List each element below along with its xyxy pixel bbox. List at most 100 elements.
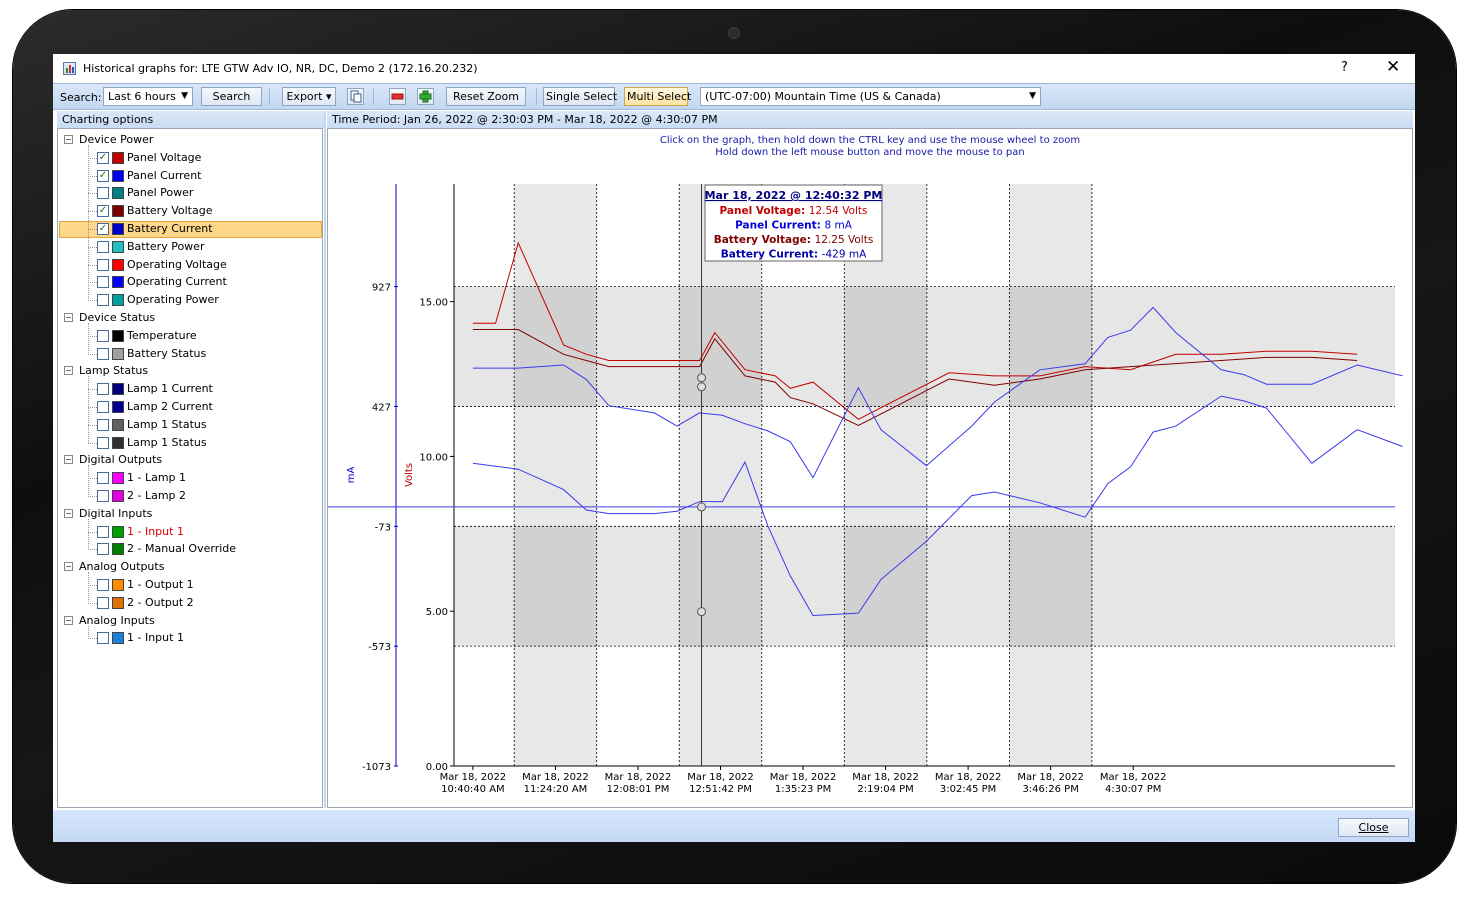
collapse-icon[interactable]: −	[64, 562, 73, 572]
series-checkbox[interactable]: ✓	[97, 205, 109, 218]
series-checkbox[interactable]	[97, 490, 109, 502]
tree-item[interactable]: Operating Power	[58, 291, 322, 309]
help-button[interactable]: ?	[1341, 60, 1348, 75]
series-checkbox[interactable]: ✓	[97, 223, 109, 235]
tree-item-label: 1 - Lamp 1	[127, 471, 187, 485]
collapse-icon[interactable]: −	[64, 313, 73, 322]
reset-zoom-button[interactable]: Reset Zoom	[446, 87, 526, 106]
series-checkbox[interactable]	[97, 579, 109, 591]
tree-item[interactable]: Lamp 1 Current	[58, 380, 322, 398]
tree-item[interactable]: 1 - Output 1	[58, 576, 322, 594]
tree-group[interactable]: − Digital Inputs	[58, 505, 322, 523]
tree-group[interactable]: − Device Power	[58, 131, 322, 149]
close-window-icon[interactable]: ✕	[1386, 57, 1401, 77]
color-swatch	[112, 490, 124, 502]
series-checkbox[interactable]: ✓	[97, 151, 109, 164]
tree-item-label: Temperature	[127, 328, 197, 342]
series-checkbox[interactable]	[97, 258, 109, 271]
chart-band	[1009, 184, 1092, 766]
chart-area[interactable]: Click on the graph, then hold down the C…	[327, 128, 1413, 808]
collapse-icon[interactable]: −	[64, 508, 73, 518]
x-tick-date: Mar 18, 2022	[1100, 772, 1167, 783]
tree-item[interactable]: 1 - Input 1	[58, 523, 322, 541]
series-checkbox[interactable]	[97, 472, 109, 485]
series-checkbox[interactable]	[97, 294, 109, 307]
series-checkbox[interactable]: ✓	[97, 169, 109, 182]
tree-group[interactable]: − Device Status	[58, 309, 322, 327]
series-checkbox[interactable]	[97, 436, 109, 449]
series-checkbox[interactable]	[97, 401, 109, 413]
time-range-select[interactable]: Last 6 hours ▼	[103, 87, 193, 106]
color-swatch	[112, 436, 124, 449]
tree-item[interactable]: 1 - Input 1	[58, 629, 322, 647]
plus-icon[interactable]	[417, 88, 434, 105]
tree-item[interactable]: 1 - Lamp 1	[58, 469, 322, 487]
collapse-icon[interactable]: −	[64, 615, 73, 625]
tree-group[interactable]: − Analog Outputs	[58, 558, 322, 576]
line-chart[interactable]: Click on the graph, then hold down the C…	[328, 129, 1412, 807]
series-checkbox[interactable]	[97, 329, 109, 342]
tree-item[interactable]: ✓ Panel Voltage	[58, 149, 322, 167]
tree-group[interactable]: − Analog Inputs	[58, 612, 322, 630]
tooltip-row: Battery Voltage: 12.25 Volts	[714, 234, 874, 246]
tree-item[interactable]: ✓ Battery Current	[58, 220, 322, 238]
tooltip-row-value: -429 mA	[822, 249, 867, 261]
color-swatch	[112, 294, 124, 307]
series-line-panel-voltage	[472, 241, 1358, 420]
tree-item-label: Battery Current	[127, 222, 213, 235]
tree-item[interactable]: Battery Status	[58, 345, 322, 363]
tree-item[interactable]: 2 - Manual Override	[58, 540, 322, 558]
splitter[interactable]	[324, 111, 326, 808]
tree-item[interactable]: Operating Current	[58, 273, 322, 291]
collapse-icon[interactable]: −	[64, 366, 73, 376]
color-swatch	[112, 276, 124, 289]
series-checkbox[interactable]	[97, 347, 109, 360]
tree-item[interactable]: Panel Power	[58, 184, 322, 202]
tree-item[interactable]: Lamp 1 Status	[58, 434, 322, 452]
collapse-icon[interactable]: −	[64, 455, 73, 465]
tree-group[interactable]: − Lamp Status	[58, 362, 322, 380]
tree-item-label: 2 - Lamp 2	[127, 489, 187, 502]
chart-band	[679, 184, 762, 766]
tree-item[interactable]: Battery Power	[58, 238, 322, 256]
tree-item[interactable]: Lamp 1 Status	[58, 416, 322, 434]
collapse-icon[interactable]: −	[64, 135, 73, 144]
tree-item[interactable]: Lamp 2 Current	[58, 398, 322, 416]
tree-item[interactable]: 2 - Output 2	[58, 594, 322, 612]
series-checkbox[interactable]	[97, 418, 109, 431]
series-checkbox[interactable]	[97, 240, 109, 253]
tree-connector	[88, 585, 97, 586]
export-button[interactable]: Export ▾	[282, 87, 336, 106]
color-swatch	[112, 383, 124, 396]
tree-connector	[88, 478, 97, 480]
series-checkbox[interactable]	[97, 632, 109, 645]
series-checkbox[interactable]	[97, 383, 109, 396]
series-checkbox[interactable]	[97, 276, 109, 289]
tree-group[interactable]: − Digital Outputs	[58, 451, 322, 469]
tree-connector	[88, 424, 97, 426]
copy-icon[interactable]	[347, 88, 364, 105]
toolbar-separator	[269, 88, 270, 105]
series-checkbox[interactable]	[97, 543, 109, 556]
tree-item[interactable]: Temperature	[58, 327, 322, 345]
series-checkbox[interactable]	[97, 596, 109, 609]
tree-item-label: 2 - Output 2	[127, 595, 194, 609]
multi-select-button[interactable]: Multi Select	[624, 87, 691, 106]
y-axis-label-ma: mA	[346, 467, 357, 484]
tree-connector	[88, 193, 97, 195]
series-checkbox[interactable]	[97, 525, 109, 538]
tree-item[interactable]: ✓ Battery Voltage	[58, 202, 322, 220]
close-button[interactable]: Close	[1338, 818, 1409, 837]
tree-item[interactable]: Operating Voltage	[58, 256, 322, 274]
minus-icon[interactable]	[389, 88, 406, 105]
series-checkbox[interactable]	[97, 187, 109, 200]
timezone-select[interactable]: (UTC-07:00) Mountain Time (US & Canada) …	[700, 87, 1041, 106]
search-button[interactable]: Search	[201, 87, 262, 106]
tree-connector	[88, 518, 89, 551]
tree-item[interactable]: ✓ Panel Current	[58, 167, 322, 185]
tree-item[interactable]: 2 - Lamp 2	[58, 487, 322, 505]
cursor-marker	[697, 373, 707, 383]
color-swatch	[112, 329, 124, 342]
y-tick-ma: -73	[375, 522, 391, 533]
single-select-button[interactable]: Single Select	[543, 87, 617, 106]
